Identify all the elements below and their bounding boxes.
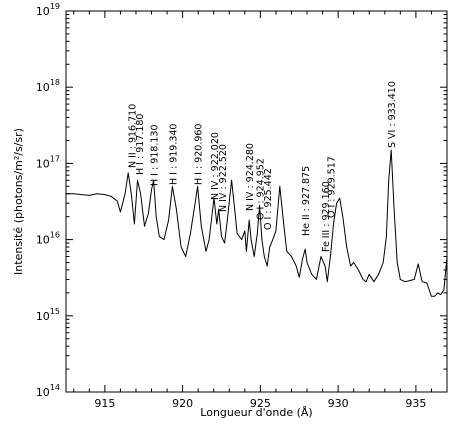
y-axis-ticks: 1014 1015 1016 1017 1018 1019 [36, 2, 447, 399]
line-annotation: S VI : 933.410 [387, 81, 398, 148]
line-annotation: H I : 919.340 [168, 124, 179, 186]
y-tick-label: 1015 [36, 307, 60, 323]
y-axis-title: Intensité (photons/m²/s/sr) [12, 128, 25, 275]
line-annotation: N II : 916.710 [127, 104, 138, 168]
plot-frame [65, 10, 448, 393]
line-annotation: N IV : 924.280 [245, 143, 256, 211]
line-annotation: N IV : 922.520 [218, 144, 229, 212]
x-tick-label: 915 [94, 397, 115, 410]
line-annotation: O I : 929.517 [327, 156, 338, 218]
x-tick-label: 935 [405, 397, 426, 410]
x-axis-title: Longueur d'onde (Å) [200, 406, 312, 419]
y-tick-label: 1017 [36, 154, 60, 170]
x-axis-ticks: 915 920 925 930 935 [73, 11, 448, 410]
line-annotation: O I : 925.442 [263, 168, 274, 230]
x-tick-label: 920 [172, 397, 193, 410]
x-tick-label: 925 [250, 397, 271, 410]
x-tick-label: 930 [328, 397, 349, 410]
line-annotation: H I : 920.960 [194, 123, 205, 185]
series-layer [66, 149, 448, 297]
line-annotation: He II : 927.875 [301, 166, 312, 236]
y-tick-label: 1014 [36, 383, 60, 399]
line-annotation: O I : 924.952 [256, 158, 267, 220]
y-tick-label: 1018 [36, 78, 60, 94]
line-annotation: H I : 918.130 [150, 125, 161, 187]
line-annotation: N IV : 922.020 [210, 132, 221, 200]
y-tick-label: 1019 [36, 2, 60, 18]
line-annotation: H I : 917.180 [135, 114, 146, 176]
spectrum-line [66, 149, 448, 297]
y-tick-label: 1016 [36, 231, 60, 247]
line-annotation: Fe III : 929.160 [321, 181, 332, 252]
